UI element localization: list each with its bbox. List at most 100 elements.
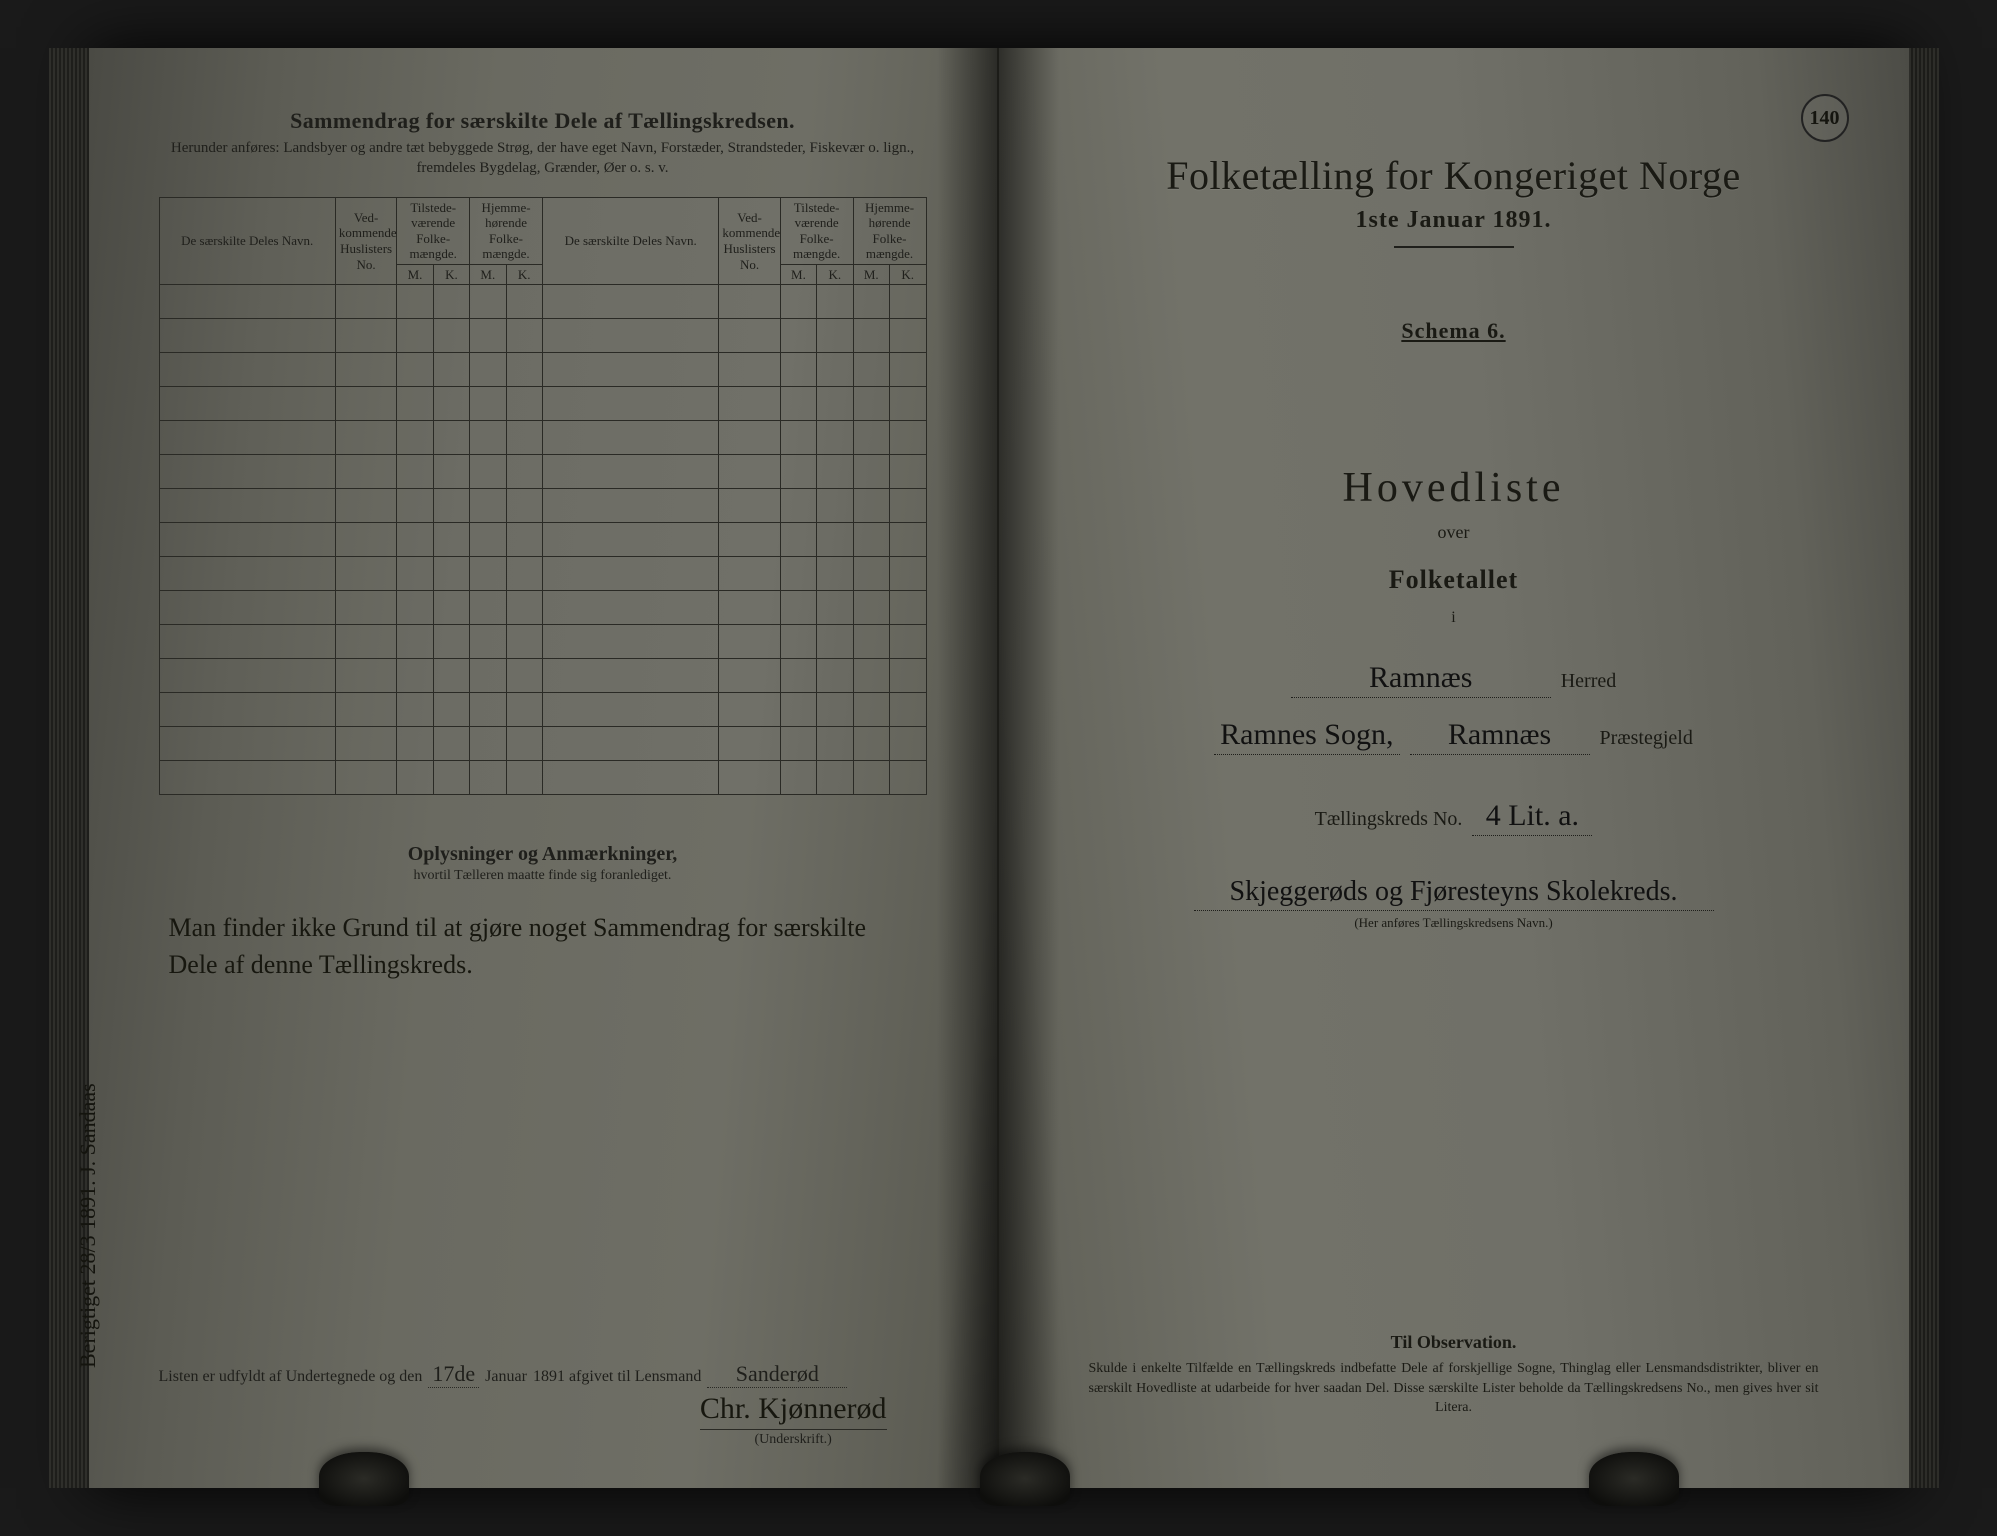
- sign-prefix: Listen er udfyldt af Undertegnede og den: [159, 1368, 423, 1386]
- table-cell: [433, 285, 469, 319]
- th-m: M.: [397, 264, 433, 285]
- lensmand-name: Sanderød: [707, 1361, 847, 1388]
- census-date: 1ste Januar 1891.: [1069, 207, 1839, 234]
- table-row: [159, 421, 926, 455]
- table-cell: [542, 727, 718, 761]
- table-cell: [506, 489, 542, 523]
- table-cell: [470, 557, 506, 591]
- table-cell: [542, 557, 718, 591]
- table-cell: [817, 455, 853, 489]
- table-cell: [506, 761, 542, 795]
- binder-clip-icon: [1589, 1452, 1679, 1506]
- table-cell: [853, 353, 889, 387]
- table-row: [159, 659, 926, 693]
- table-cell: [397, 353, 433, 387]
- table-cell: [853, 557, 889, 591]
- kreds-no: 4 Lit. a.: [1472, 799, 1592, 836]
- table-cell: [780, 421, 816, 455]
- table-cell: [542, 693, 718, 727]
- kreds-name-row: Skjeggerøds og Fjøresteyns Skolekreds.: [1069, 876, 1839, 911]
- table-cell: [719, 557, 780, 591]
- table-cell: [817, 591, 853, 625]
- table-cell: [889, 285, 926, 319]
- over-label: over: [1069, 522, 1839, 543]
- left-page: Sammendrag for særskilte Dele af Tælling…: [89, 48, 999, 1488]
- table-cell: [853, 387, 889, 421]
- table-cell: [335, 319, 396, 353]
- table-row: [159, 693, 926, 727]
- margin-note: Berigtiget 28/3 1891. J. Sandaas: [75, 1083, 101, 1368]
- table-cell: [335, 489, 396, 523]
- table-cell: [397, 625, 433, 659]
- table-cell: [335, 557, 396, 591]
- gutter-shadow-right: [999, 48, 1059, 1488]
- table-cell: [817, 727, 853, 761]
- table-cell: [817, 659, 853, 693]
- summary-header: Sammendrag for særskilte Dele af Tælling…: [159, 108, 927, 179]
- table-cell: [853, 455, 889, 489]
- th-tilstede-2: Tilstede- værende Folke- mængde.: [780, 197, 853, 264]
- table-cell: [470, 693, 506, 727]
- table-cell: [470, 727, 506, 761]
- table-cell: [853, 285, 889, 319]
- kreds-sub: (Her anføres Tællingskredsens Navn.): [1069, 915, 1839, 931]
- table-cell: [159, 557, 335, 591]
- table-row: [159, 727, 926, 761]
- table-cell: [817, 625, 853, 659]
- table-cell: [433, 591, 469, 625]
- sign-month: Januar: [485, 1368, 527, 1386]
- table-cell: [719, 387, 780, 421]
- table-cell: [506, 523, 542, 557]
- table-cell: [506, 625, 542, 659]
- table-cell: [335, 285, 396, 319]
- table-cell: [889, 489, 926, 523]
- table-cell: [719, 421, 780, 455]
- th-husliste-1: Ved- kommende Huslisters No.: [335, 197, 396, 285]
- table-cell: [719, 761, 780, 795]
- open-book: Sammendrag for særskilte Dele af Tælling…: [89, 48, 1909, 1488]
- signature: Chr. Kjønnerød: [700, 1392, 887, 1425]
- table-cell: [433, 353, 469, 387]
- table-cell: [817, 523, 853, 557]
- table-cell: [780, 489, 816, 523]
- th-m: M.: [780, 264, 816, 285]
- table-cell: [335, 421, 396, 455]
- table-cell: [506, 285, 542, 319]
- table-cell: [817, 421, 853, 455]
- table-cell: [719, 455, 780, 489]
- i-label: i: [1069, 609, 1839, 627]
- table-cell: [159, 693, 335, 727]
- table-cell: [433, 319, 469, 353]
- folketallet: Folketallet: [1069, 565, 1839, 595]
- table-cell: [433, 727, 469, 761]
- page-stack-right: [1909, 48, 1939, 1488]
- praestegjeld-value: Ramnæs: [1410, 718, 1590, 755]
- table-cell: [853, 489, 889, 523]
- gutter-shadow-left: [937, 48, 997, 1488]
- remarks-title: Oplysninger og Anmærkninger,: [159, 843, 927, 866]
- table-cell: [780, 353, 816, 387]
- table-cell: [817, 557, 853, 591]
- table-cell: [506, 353, 542, 387]
- praestegjeld-label: Præstegjeld: [1600, 727, 1693, 750]
- table-cell: [853, 625, 889, 659]
- th-k: K.: [889, 264, 926, 285]
- th-name-2: De særskilte Deles Navn.: [542, 197, 718, 285]
- table-cell: [470, 591, 506, 625]
- table-cell: [853, 591, 889, 625]
- th-m: M.: [470, 264, 506, 285]
- table-cell: [542, 319, 718, 353]
- table-cell: [470, 625, 506, 659]
- herred-label: Herred: [1561, 670, 1617, 693]
- table-cell: [159, 727, 335, 761]
- table-cell: [506, 659, 542, 693]
- signature-label: (Underskrift.): [700, 1429, 887, 1448]
- table-cell: [889, 387, 926, 421]
- table-cell: [470, 421, 506, 455]
- table-cell: [780, 761, 816, 795]
- kreds-label: Tællingskreds No.: [1315, 808, 1463, 831]
- table-cell: [719, 625, 780, 659]
- th-hjemme-1: Hjemme- hørende Folke- mængde.: [470, 197, 543, 264]
- table-cell: [780, 625, 816, 659]
- table-cell: [719, 727, 780, 761]
